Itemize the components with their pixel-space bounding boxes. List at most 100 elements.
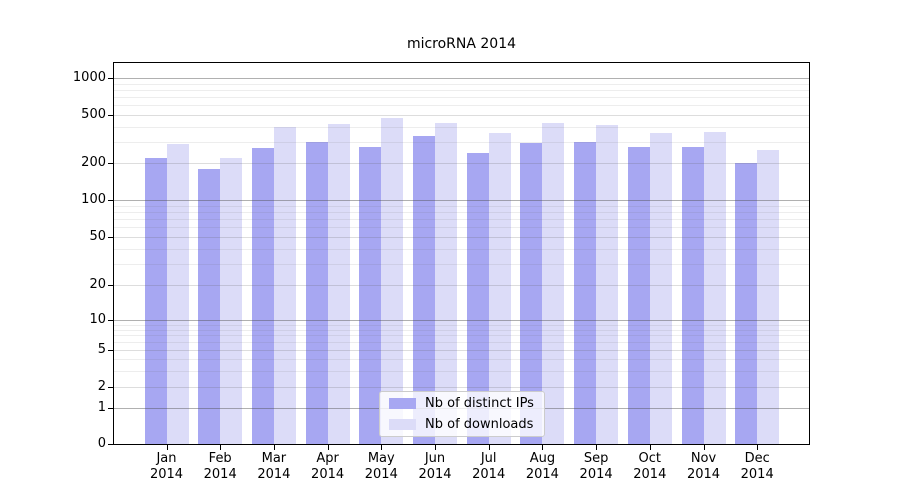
bar-distinct-ips-apr [305, 141, 328, 444]
bar-downloads-dec [757, 150, 780, 444]
x-tick-label: Nov 2014 [686, 451, 721, 482]
legend-swatch-distinct-ips [389, 398, 416, 409]
minor-gridline [114, 126, 809, 128]
legend: Nb of distinct IPs Nb of downloads [379, 391, 545, 437]
bar-downloads-apr [327, 124, 350, 444]
x-tick-label: Jul 2014 [472, 451, 506, 482]
y-tick-mark [108, 350, 113, 351]
minor-gridline [114, 359, 809, 360]
x-tick-label: Feb 2014 [203, 451, 237, 482]
x-tick-mark [488, 445, 490, 450]
bar-distinct-ips-sep [574, 141, 597, 444]
bar-downloads-aug [542, 122, 565, 444]
chart-title: microRNA 2014 [406, 36, 517, 52]
y-tick-mark [108, 443, 113, 445]
x-tick-label: May 2014 [364, 451, 398, 482]
y-tick-label: 5 [97, 342, 106, 357]
x-tick-mark [220, 445, 222, 450]
bar-distinct-ips-may [359, 147, 382, 444]
minor-gridline [114, 248, 809, 250]
bar-distinct-ips-nov [681, 147, 704, 444]
x-tick-mark [703, 445, 705, 450]
y-tick-label: 50 [89, 229, 106, 244]
bar-downloads-jul [488, 132, 511, 444]
bar-downloads-mar [273, 127, 296, 444]
minor-gridline [114, 370, 809, 372]
y-tick-label: 20 [89, 277, 106, 292]
x-tick-label: Apr 2014 [311, 451, 345, 482]
bar-downloads-nov [703, 131, 726, 444]
x-tick-mark [273, 445, 275, 450]
bar-distinct-ips-feb [198, 168, 221, 444]
bar-downloads-jan [166, 143, 189, 444]
bar-downloads-sep [596, 125, 619, 444]
x-tick-label: Jun 2014 [418, 451, 452, 482]
legend-label-distinct-ips: Nb of distinct IPs [425, 396, 534, 411]
y-tick-label: 10 [89, 312, 106, 327]
minor-gridline [114, 105, 809, 107]
minor-gridline [114, 205, 809, 207]
bar-distinct-ips-oct [627, 147, 650, 444]
x-tick-mark [596, 445, 598, 450]
major-gridline [114, 320, 809, 321]
y-tick-mark [108, 285, 113, 286]
minor-gridline [114, 89, 809, 91]
minor-gridline [114, 97, 809, 99]
y-tick-label: 2 [97, 379, 106, 394]
bar-distinct-ips-dec [735, 163, 758, 444]
x-tick-label: Jan 2014 [149, 451, 184, 482]
x-tick-mark [649, 445, 651, 450]
bar-distinct-ips-mar [251, 148, 274, 444]
legend-item-downloads: Nb of downloads [389, 415, 544, 434]
legend-label-downloads: Nb of downloads [425, 417, 534, 432]
major-gridline [114, 387, 809, 388]
x-tick-mark [381, 445, 383, 450]
bar-downloads-oct [649, 132, 672, 444]
y-tick-mark [108, 78, 113, 79]
bar-distinct-ips-jul [466, 153, 489, 444]
legend-swatch-downloads [389, 419, 416, 430]
bar-downloads-may [381, 118, 404, 444]
bar-distinct-ips-aug [520, 142, 543, 444]
minor-gridline [114, 342, 809, 344]
minor-gridline [114, 83, 809, 85]
x-tick-mark [166, 445, 168, 450]
minor-gridline [114, 324, 809, 326]
minor-gridline [114, 227, 809, 229]
x-tick-label: Sep 2014 [579, 451, 613, 482]
x-tick-mark [435, 445, 436, 450]
minor-gridline [114, 335, 809, 337]
y-tick-mark [108, 163, 113, 164]
major-gridline [114, 78, 809, 79]
bar-distinct-ips-jan [144, 158, 167, 444]
major-gridline [114, 163, 809, 164]
major-gridline [114, 200, 809, 201]
minor-gridline [114, 219, 809, 221]
y-tick-label: 500 [81, 107, 106, 122]
y-tick-label: 100 [81, 192, 106, 207]
minor-gridline [114, 263, 809, 265]
y-tick-label: 1 [97, 400, 106, 415]
y-tick-label: 200 [81, 155, 106, 170]
x-tick-mark [327, 445, 329, 450]
major-gridline [114, 285, 809, 286]
x-tick-mark [542, 445, 544, 450]
bar-downloads-feb [220, 158, 243, 444]
y-tick-mark [108, 237, 113, 238]
legend-item-distinct-ips: Nb of distinct IPs [389, 394, 544, 413]
minor-gridline [114, 211, 809, 213]
y-tick-mark [108, 320, 113, 321]
x-tick-mark [757, 445, 759, 450]
major-gridline [114, 350, 809, 351]
major-gridline [114, 237, 809, 238]
y-tick-label: 0 [97, 435, 106, 451]
bar-downloads-jun [435, 122, 457, 444]
x-tick-label: Oct 2014 [633, 451, 667, 482]
bar-distinct-ips-jun [413, 135, 435, 444]
y-tick-mark [108, 200, 113, 201]
y-tick-mark [108, 115, 113, 116]
x-tick-label: Dec 2014 [740, 451, 774, 482]
x-tick-label: Mar 2014 [257, 451, 291, 482]
x-tick-label: Aug 2014 [525, 451, 559, 482]
